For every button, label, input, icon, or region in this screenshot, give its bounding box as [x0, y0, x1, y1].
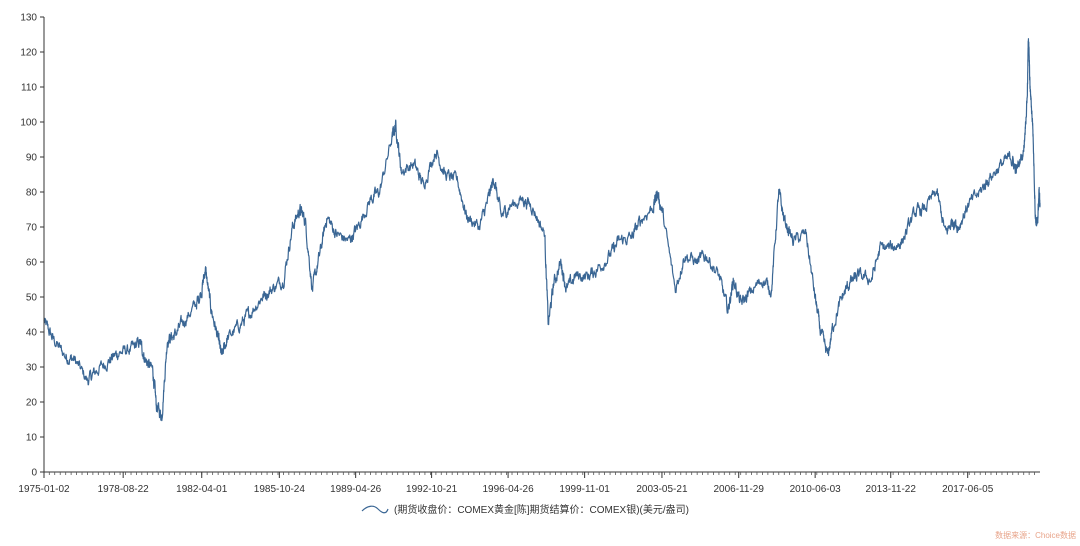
x-tick-label: 2006-11-29: [714, 484, 765, 495]
x-tick-label: 1985-10-24: [254, 484, 306, 495]
y-tick-label: 40: [26, 328, 38, 339]
y-tick-label: 70: [26, 223, 38, 234]
y-tick-label: 130: [20, 13, 37, 24]
y-tick-label: 120: [20, 48, 37, 59]
x-tick-label: 2013-11-22: [866, 484, 917, 495]
series-line: [44, 39, 1040, 421]
legend-label: (期货收盘价：COMEX黄金[陈]期货结算价：COMEX银)(美元/盎司): [394, 503, 689, 516]
x-tick-label: 2010-06-03: [790, 484, 842, 495]
y-tick-label: 110: [21, 83, 37, 94]
y-tick-label: 30: [26, 363, 38, 374]
y-tick-label: 90: [26, 153, 38, 164]
y-tick-label: 10: [26, 433, 38, 444]
y-axis: 0 10 20 30 40 50 60 70 80 90 100 110 120 130: [20, 13, 44, 479]
y-tick-label: 20: [26, 398, 38, 409]
y-tick-label: 0: [31, 468, 37, 479]
y-tick-label: 50: [26, 293, 38, 304]
x-tick-label: 1982-04-01: [176, 484, 228, 495]
x-tick-label: 1992-10-21: [406, 484, 458, 495]
x-tick-label: 1996-04-26: [483, 484, 535, 495]
x-tick-label: 1999-11-01: [559, 484, 610, 495]
x-tick-label: 2017-06-05: [942, 484, 994, 495]
legend[interactable]: (期货收盘价：COMEX黄金[陈]期货结算价：COMEX银)(美元/盎司): [362, 503, 689, 516]
y-tick-label: 80: [26, 188, 38, 199]
source-note: 数据来源：Choice数据: [995, 530, 1076, 540]
x-tick-label: 1989-04-26: [330, 484, 382, 495]
x-tick-label: 1975-01-02: [18, 484, 70, 495]
y-tick-label: 100: [20, 118, 37, 129]
x-axis: 1975-01-02 1978-08-22 1982-04-01 1985-10-24…: [18, 472, 1040, 495]
x-tick-label: 1978-08-22: [98, 484, 150, 495]
legend-line-icon: [362, 506, 388, 513]
y-tick-label: 60: [26, 258, 38, 269]
plot-area: [44, 34, 1040, 420]
x-tick-label: 2003-05-21: [636, 484, 688, 495]
